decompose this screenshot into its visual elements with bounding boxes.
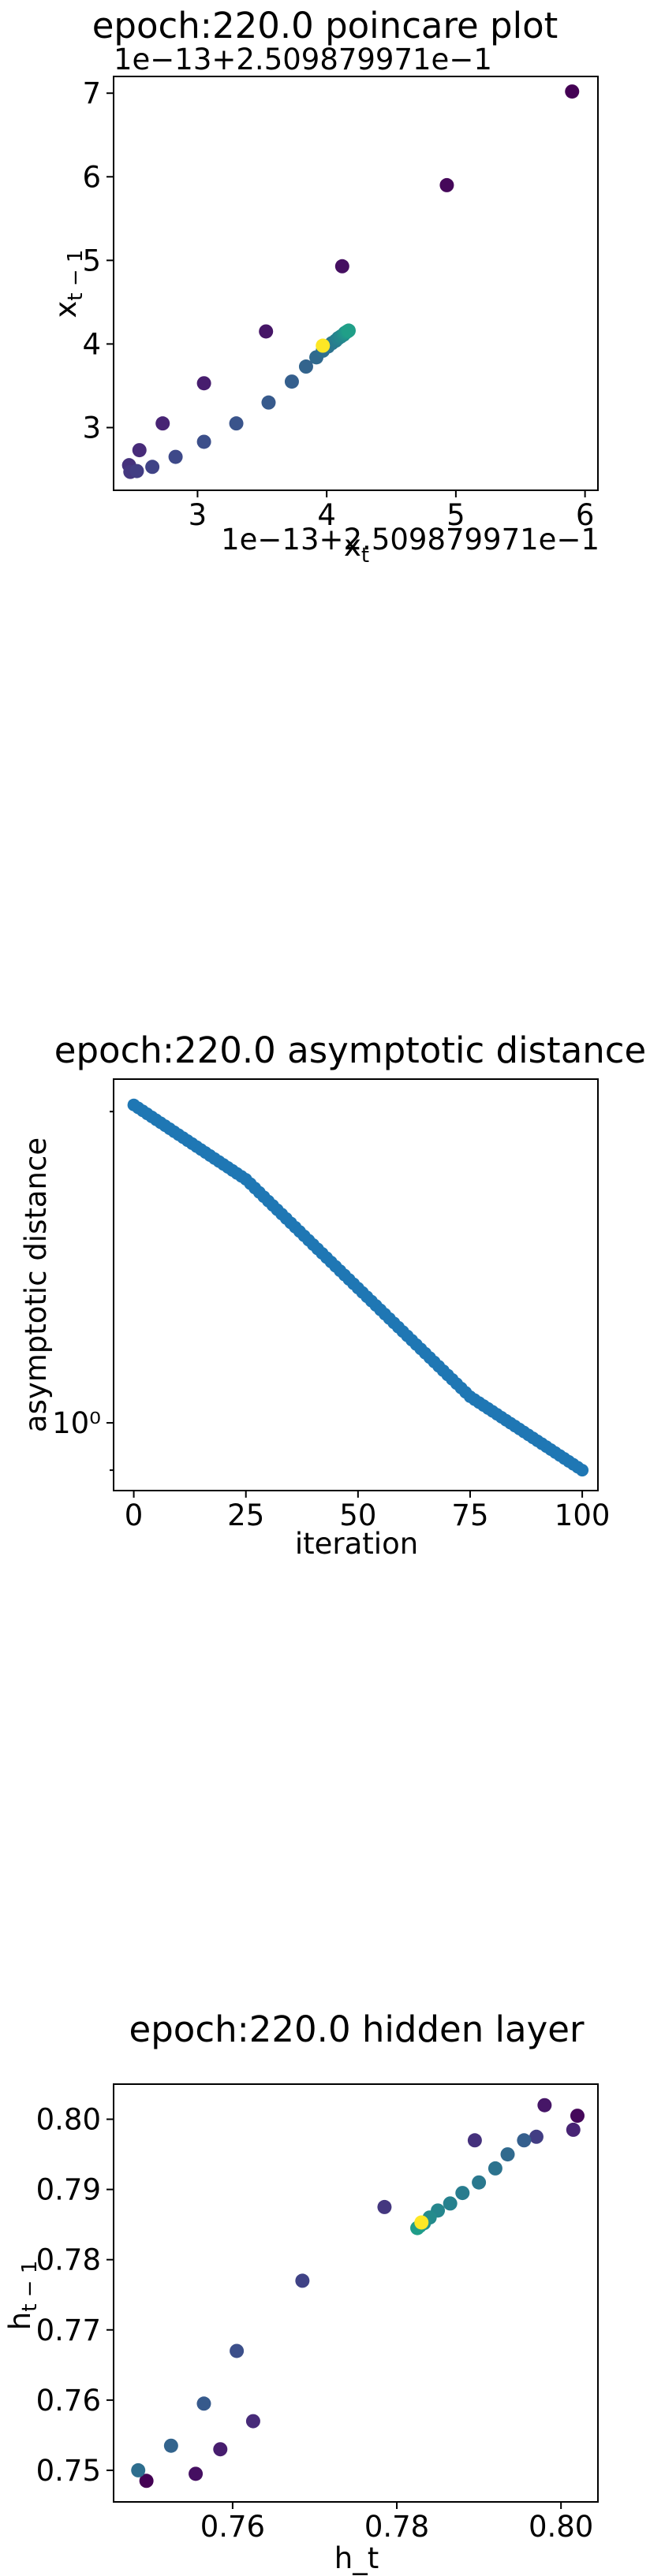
x-tick-label: 3 — [189, 498, 207, 532]
y-tick-label: 3 — [82, 411, 101, 445]
data-point — [414, 2215, 429, 2230]
y-offset-text: 1e−13+2.509879971e−1 — [114, 43, 492, 76]
x-tick-label: 6 — [576, 498, 595, 532]
data-point — [284, 374, 299, 389]
data-point — [500, 2147, 515, 2162]
data-point — [132, 443, 147, 458]
x-tick-label: 4 — [317, 498, 336, 532]
data-point — [298, 359, 313, 374]
y-tick-label: 6 — [82, 160, 101, 194]
data-point — [565, 84, 580, 99]
x-tick-label: 25 — [227, 1498, 264, 1532]
plot-frame — [113, 1078, 599, 1491]
y-axis-label: ht − 1 — [3, 2261, 42, 2331]
x-axis-ticks: 0.76 0.78 0.80 — [200, 2502, 593, 2544]
x-tick-label: 50 — [339, 1498, 376, 1532]
data-point — [189, 2466, 204, 2481]
asymptotic-distance-chart: epoch:220.0 asymptotic distance 0 25 50 75 1… — [19, 1029, 646, 1561]
data-point — [163, 2438, 178, 2453]
hidden-layer-chart: epoch:220.0 hidden layer 0.76 0.78 0.80 0.… — [3, 2008, 599, 2575]
y-tick-label: 5 — [82, 244, 101, 277]
data-point — [261, 395, 276, 410]
y-tick-label: 10⁰ — [52, 1406, 101, 1440]
data-point — [443, 2196, 458, 2211]
y-tick-label: 0.76 — [36, 2384, 101, 2418]
data-point — [131, 2462, 146, 2477]
data-point — [570, 2109, 585, 2124]
data-point — [139, 2474, 154, 2489]
data-point — [213, 2442, 228, 2457]
data-point — [145, 460, 160, 475]
data-point — [229, 416, 244, 431]
x-tick-label: 75 — [451, 1498, 488, 1532]
y-tick-label: 7 — [82, 76, 101, 110]
chart-title: epoch:220.0 poincare plot — [92, 5, 558, 47]
data-point — [155, 416, 170, 431]
y-axis-ticks: 3 4 5 6 7 — [82, 76, 114, 445]
y-tick-label: 0.75 — [36, 2454, 101, 2488]
data-point — [517, 2133, 532, 2148]
data-point — [295, 2273, 310, 2288]
data-point — [472, 2175, 487, 2190]
data-point — [439, 177, 454, 192]
x-axis-ticks: 0 25 50 75 100 — [125, 1491, 611, 1532]
scatter-points — [131, 2098, 585, 2489]
y-axis-label: xt − 1 — [49, 250, 88, 318]
x-tick-label: 5 — [446, 498, 465, 532]
x-tick-label: 0.78 — [364, 2510, 429, 2544]
data-point — [196, 2396, 211, 2411]
plot-frame — [113, 76, 599, 491]
chart-title: epoch:220.0 hidden layer — [129, 2008, 585, 2050]
chart-title: epoch:220.0 asymptotic distance — [54, 1029, 646, 1071]
scatter-points — [127, 1098, 589, 1477]
data-point — [488, 2161, 502, 2176]
x-axis-ticks: 3 4 5 6 — [189, 490, 595, 532]
x-tick-label: 0.76 — [200, 2510, 265, 2544]
x-offset-text: 1e−13+2.509879971e−1 — [221, 523, 600, 557]
data-point — [455, 2186, 470, 2201]
data-point — [537, 2098, 552, 2113]
x-axis-label: iteration — [295, 1527, 418, 1561]
data-point — [334, 259, 349, 274]
data-point — [259, 324, 274, 339]
data-point — [168, 449, 183, 464]
poincare-chart: epoch:220.0 poincare plot 1e−13+2.509879… — [49, 5, 600, 568]
data-point — [377, 2199, 392, 2214]
y-axis-ticks: 0.75 0.76 0.77 0.78 0.79 0.80 — [36, 2103, 114, 2488]
y-axis-label: asymptotic distance — [19, 1137, 53, 1432]
x-axis-label: h_t — [334, 2541, 379, 2575]
data-point — [566, 2122, 581, 2137]
y-tick-label: 0.77 — [36, 2314, 101, 2347]
y-tick-label: 4 — [82, 327, 101, 361]
data-point — [129, 463, 144, 478]
data-point — [196, 376, 211, 391]
y-axis-ticks: 10⁰ — [52, 1111, 114, 1472]
data-point — [316, 338, 331, 353]
data-point — [245, 2414, 260, 2429]
data-point — [529, 2129, 544, 2144]
y-tick-label: 0.78 — [36, 2243, 101, 2277]
data-point — [576, 1464, 589, 1477]
x-tick-label: 0.80 — [529, 2510, 593, 2544]
plot-frame — [113, 2083, 599, 2503]
data-point — [230, 2343, 245, 2358]
data-point — [467, 2133, 482, 2148]
x-tick-label: 0 — [125, 1498, 144, 1532]
data-point — [341, 323, 356, 338]
y-tick-label: 0.80 — [36, 2103, 101, 2137]
data-point — [196, 434, 211, 449]
x-tick-label: 100 — [555, 1498, 611, 1532]
scatter-points — [121, 84, 580, 479]
y-tick-label: 0.79 — [36, 2173, 101, 2207]
